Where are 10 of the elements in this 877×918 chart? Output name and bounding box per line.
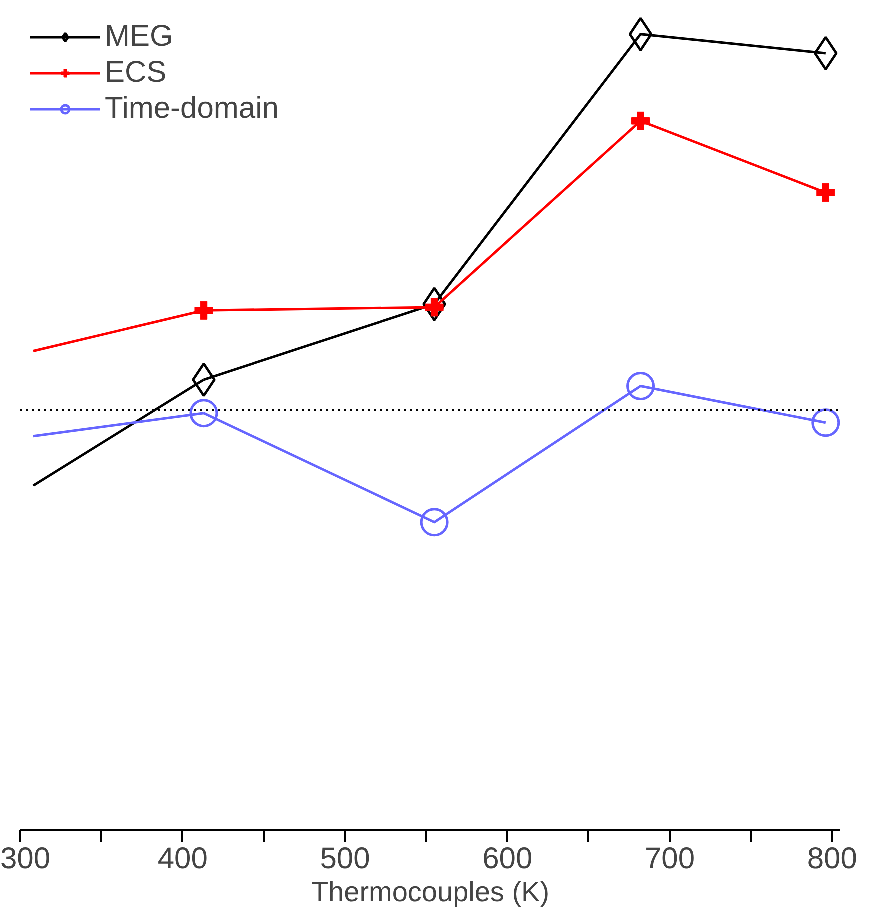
x-tick-label: 600	[482, 842, 533, 876]
x-tick-label: 800	[807, 842, 858, 876]
legend-label: ECS	[105, 56, 167, 90]
x-tick-label: 700	[644, 842, 696, 876]
x-tick-label: 400	[158, 842, 208, 876]
x-tick-label: 300	[0, 842, 51, 876]
x-tick-label: 500	[320, 842, 370, 876]
x-axis-title: Thermocouples (K)	[311, 876, 550, 908]
legend-label: Time-domain	[105, 92, 279, 126]
legend-label: MEG	[105, 20, 174, 54]
